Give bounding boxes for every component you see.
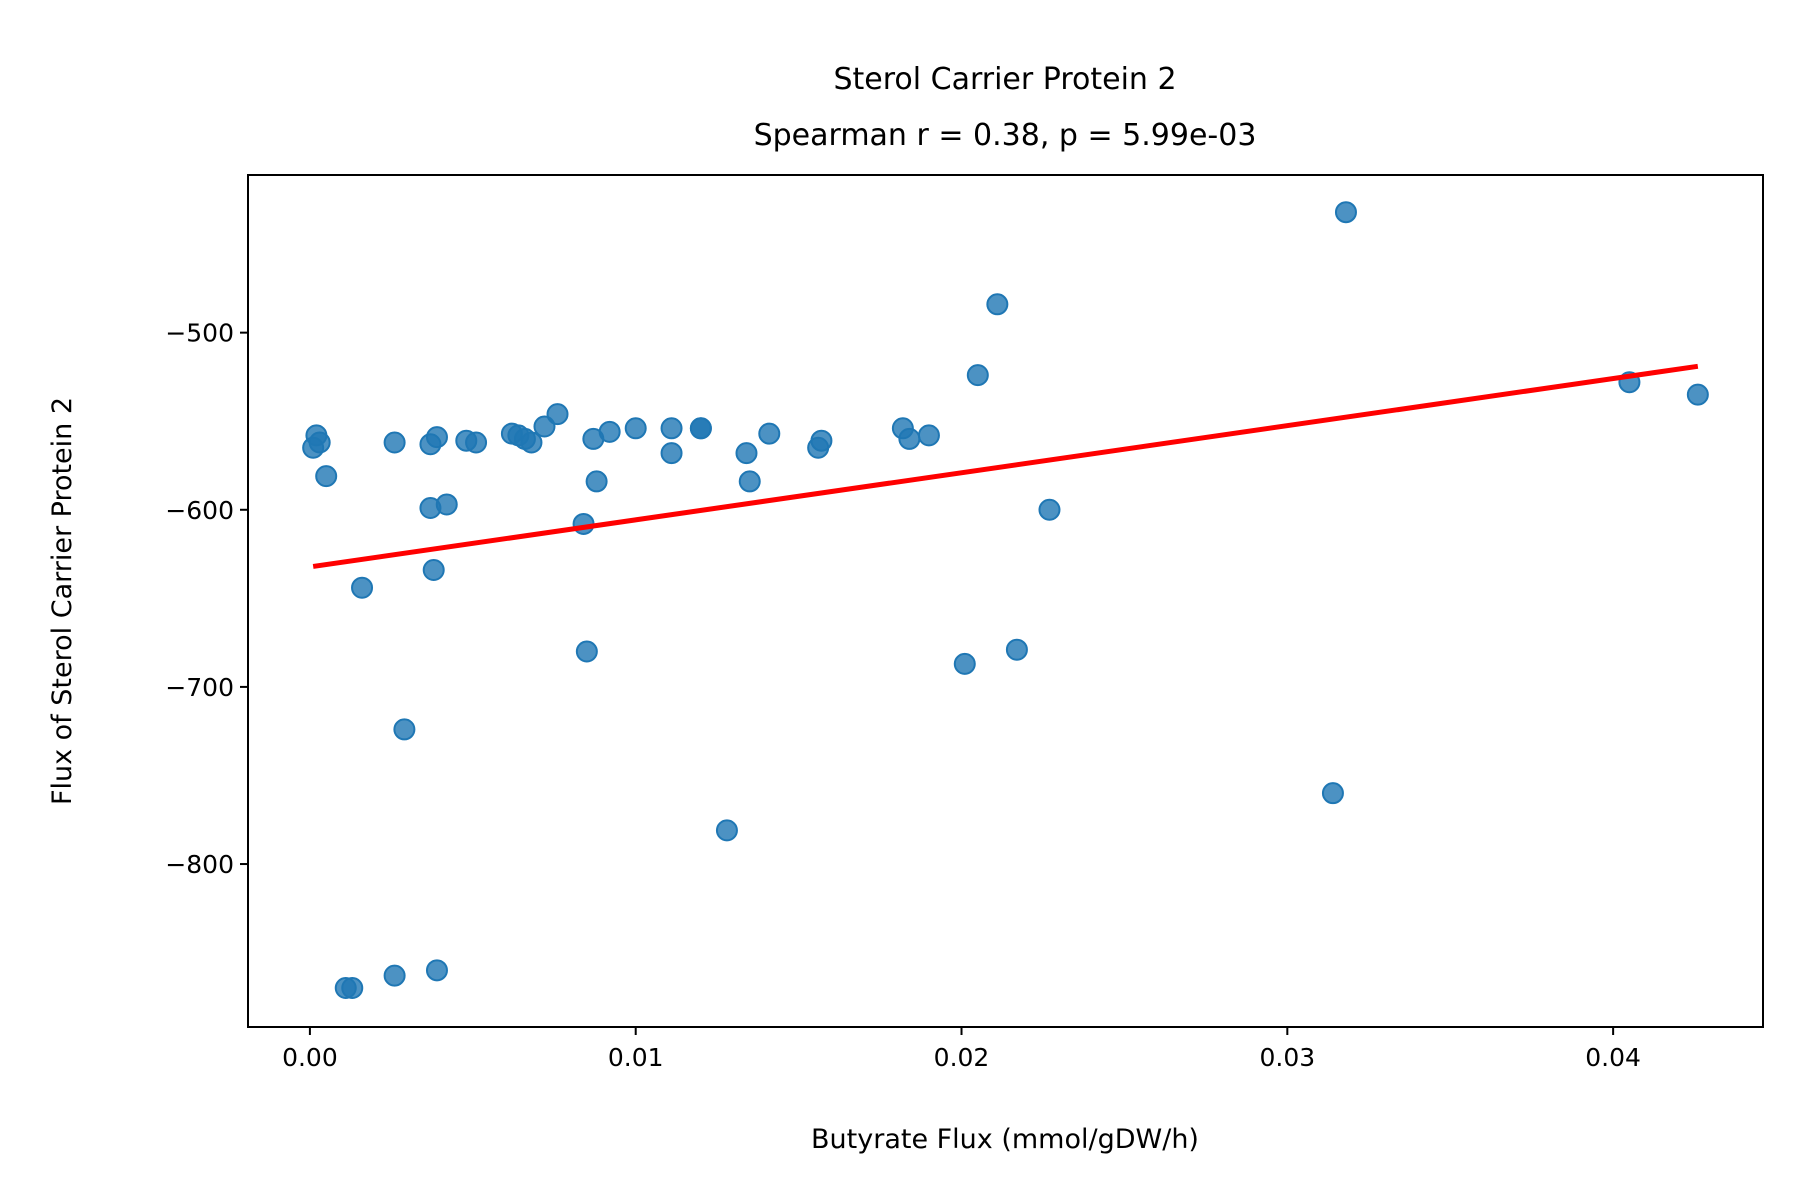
scatter-point bbox=[738, 470, 761, 493]
scatter-point bbox=[308, 431, 331, 454]
y-tick-label: −500 bbox=[165, 319, 234, 348]
scatter-point bbox=[422, 559, 445, 582]
scatter-point bbox=[660, 442, 683, 465]
y-tick-label: −800 bbox=[165, 850, 234, 879]
x-tick-label: 0.03 bbox=[1259, 1043, 1315, 1072]
plot-frame bbox=[247, 174, 1764, 1028]
x-tick-label: 0.01 bbox=[608, 1043, 664, 1072]
scatter-point bbox=[917, 424, 940, 447]
scatter-point bbox=[585, 470, 608, 493]
x-tick-label: 0.00 bbox=[282, 1043, 338, 1072]
regression-line-group bbox=[312, 363, 1699, 569]
scatter-point bbox=[520, 431, 543, 454]
y-tick-label: −600 bbox=[165, 496, 234, 525]
scatter-point bbox=[393, 718, 416, 741]
scatter-point bbox=[1334, 201, 1357, 224]
scatter-point bbox=[425, 426, 448, 449]
x-tick-label: 0.04 bbox=[1585, 1043, 1641, 1072]
scatter-point bbox=[966, 364, 989, 387]
scatter-point bbox=[953, 652, 976, 675]
scatter-point bbox=[598, 420, 621, 443]
x-tick-label: 0.02 bbox=[934, 1043, 990, 1072]
scatter-point bbox=[546, 403, 569, 426]
scatter-point bbox=[1038, 498, 1061, 521]
chart-title: Sterol Carrier Protein 2 bbox=[833, 62, 1176, 97]
x-axis-label: Butyrate Flux (mmol/gDW/h) bbox=[811, 1124, 1199, 1155]
scatter-point bbox=[1686, 383, 1709, 406]
scatter-point bbox=[1321, 782, 1344, 805]
scatter-point bbox=[575, 640, 598, 663]
scatter-point bbox=[315, 465, 338, 488]
scatter-point bbox=[351, 576, 374, 599]
scatter-point bbox=[465, 431, 488, 454]
scatter-points bbox=[302, 201, 1709, 1000]
scatter-point bbox=[986, 293, 1009, 316]
scatter-point bbox=[758, 422, 781, 445]
axis-ticks: 0.00 0.01 0.02 0.03 0.04 −500 −600 −700 −800 bbox=[165, 319, 1641, 1072]
y-axis-label: Flux of Sterol Carrier Protein 2 bbox=[47, 397, 78, 805]
scatter-point bbox=[735, 442, 758, 465]
scatter-point bbox=[1005, 638, 1028, 661]
y-tick-label: −700 bbox=[165, 673, 234, 702]
scatter-point bbox=[689, 417, 712, 440]
scatter-point bbox=[898, 427, 921, 450]
scatter-point bbox=[435, 493, 458, 516]
scatter-point bbox=[660, 417, 683, 440]
scatter-point bbox=[715, 819, 738, 842]
scatter-point bbox=[425, 959, 448, 982]
regression-line bbox=[312, 363, 1699, 569]
scatter-point bbox=[624, 417, 647, 440]
chart-subtitle: Spearman r = 0.38, p = 5.99e-03 bbox=[754, 118, 1257, 153]
scatter-point bbox=[383, 431, 406, 454]
scatter-point bbox=[810, 429, 833, 452]
scatter-point bbox=[383, 964, 406, 987]
scatter-point bbox=[341, 977, 364, 1000]
